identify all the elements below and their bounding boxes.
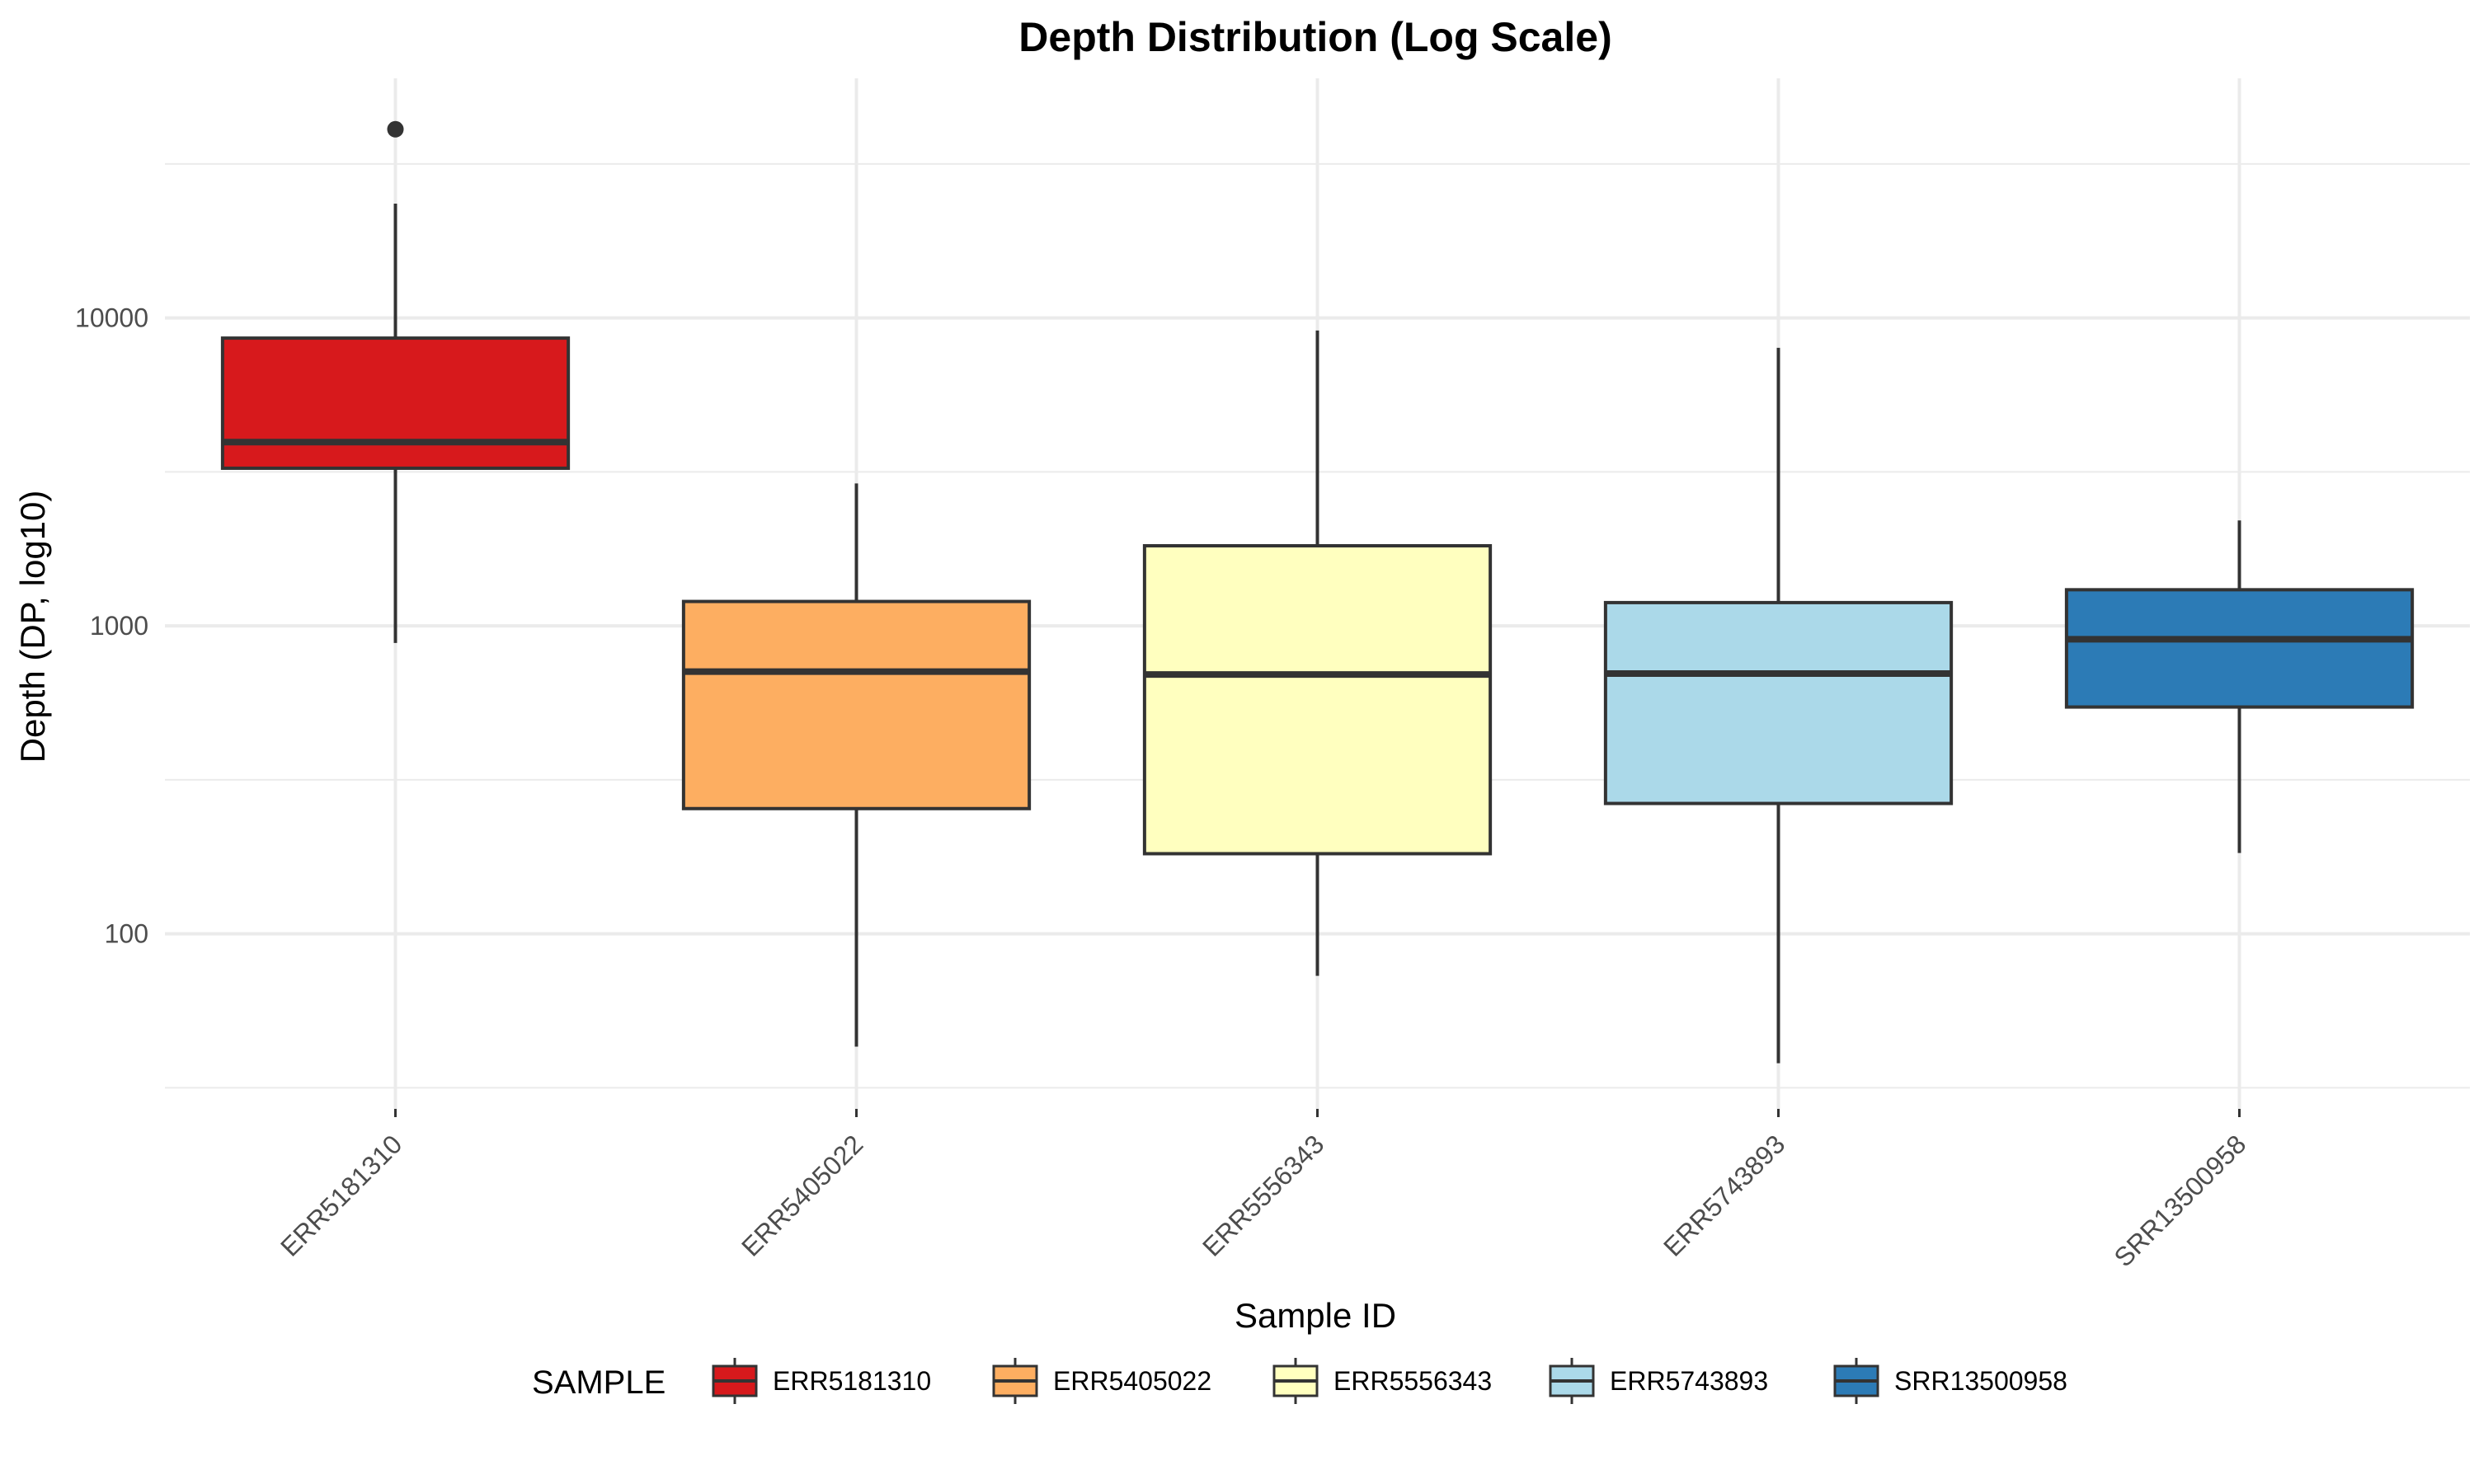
legend-item-ERR5556343: ERR5556343 <box>1272 1358 1492 1404</box>
y-tick-label: 10000 <box>75 303 148 333</box>
legend-item-ERR5405022: ERR5405022 <box>992 1358 1211 1404</box>
y-axis-title: Depth (DP, log10) <box>13 491 52 763</box>
legend-title: SAMPLE <box>532 1364 666 1401</box>
chart-title: Depth Distribution (Log Scale) <box>1018 14 1611 60</box>
box-body <box>1603 600 1954 805</box>
box-ERR5743893 <box>1603 347 1954 1064</box>
legend-key <box>712 1358 758 1404</box>
legend-key <box>1833 1358 1879 1404</box>
x-tick-label: ERR5556343 <box>1197 1129 1329 1261</box>
x-tick-label: ERR5743893 <box>1658 1129 1790 1261</box>
x-tick-label: SRR13500958 <box>2109 1129 2252 1272</box>
legend-item-ERR5181310: ERR5181310 <box>712 1358 931 1404</box>
x-axis-title: Sample ID <box>1235 1296 1396 1335</box>
box-SRR13500958 <box>2064 520 2415 853</box>
legend-key <box>1272 1358 1319 1404</box>
box-body <box>1142 543 1493 856</box>
legend-label: ERR5743893 <box>1610 1366 1768 1396</box>
box-ERR5405022 <box>681 483 1032 1047</box>
y-tick-label: 100 <box>105 919 148 949</box>
legend-label: ERR5181310 <box>773 1366 931 1396</box>
y-tick-label: 1000 <box>90 611 148 641</box>
plot-area <box>220 120 2415 1064</box>
box-ERR5181310 <box>220 120 571 643</box>
legend-label: SRR13500958 <box>1894 1366 2067 1396</box>
outlier-point <box>387 120 404 138</box>
x-tick-label: ERR5181310 <box>275 1129 407 1261</box>
legend-key <box>992 1358 1038 1404</box>
box-body <box>2064 588 2415 709</box>
box-body <box>220 336 571 470</box>
legend-label: ERR5405022 <box>1053 1366 1211 1396</box>
legend-item-ERR5743893: ERR5743893 <box>1549 1358 1768 1404</box>
y-axis: 100 1000 10000 <box>75 303 148 949</box>
legend-label: ERR5556343 <box>1333 1366 1492 1396</box>
box-body <box>681 599 1032 810</box>
box-ERR5556343 <box>1142 330 1493 976</box>
legend-key <box>1549 1358 1595 1404</box>
x-axis: ERR5181310 ERR5405022 ERR5556343 ERR5743893… <box>275 1109 2251 1272</box>
legend: SAMPLE ERR5181310 ERR5405022 ERR5556343 ERR… <box>532 1358 2067 1404</box>
legend-item-SRR13500958: SRR13500958 <box>1833 1358 2067 1404</box>
x-tick-label: ERR5405022 <box>736 1129 868 1261</box>
